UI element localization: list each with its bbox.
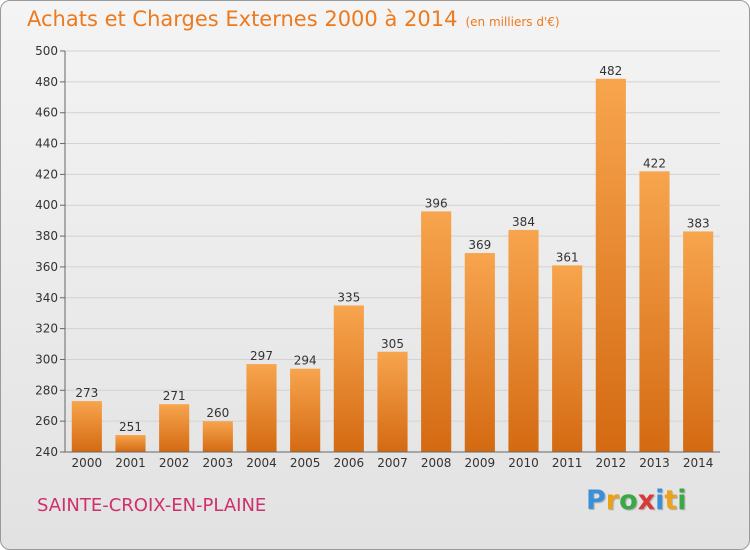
y-tick-label-320: 320 (35, 322, 58, 336)
data-label-2013: 422 (643, 156, 666, 170)
bar-2013 (639, 171, 670, 453)
chart-title: Achats et Charges Externes 2000 à 2014 (e… (27, 7, 560, 31)
y-tick-label-360: 360 (35, 260, 58, 274)
data-label-2000: 273 (75, 386, 98, 400)
chart-unit: (en milliers d'€) (465, 15, 560, 29)
data-label-2006: 335 (337, 290, 360, 304)
data-label-2009: 369 (468, 238, 491, 252)
bars: 273 251 271 260 297 294 335 305 396 369 384 361 482 4… (71, 64, 714, 453)
x-tick-label-2003: 2003 (203, 456, 234, 470)
y-tick-label-420: 420 (35, 167, 58, 181)
x-tick-label-2012: 2012 (596, 456, 627, 470)
logo-letter: r (605, 485, 620, 516)
bar-2008 (421, 211, 452, 452)
logo-letter: o (619, 485, 638, 516)
x-tick-label-2008: 2008 (421, 456, 452, 470)
bar-2010 (508, 229, 539, 452)
bar-2011 (552, 265, 583, 452)
data-label-2007: 305 (381, 337, 404, 351)
data-label-2010: 384 (512, 215, 535, 229)
bar-2009 (464, 253, 495, 452)
bar-2004 (246, 364, 277, 452)
logo-letter: i (655, 485, 665, 516)
data-label-2014: 383 (687, 216, 710, 230)
y-tick-label-440: 440 (35, 137, 58, 151)
x-tick-label-2001: 2001 (115, 456, 146, 470)
x-tick-label-2011: 2011 (552, 456, 583, 470)
x-tick-label-2014: 2014 (683, 456, 714, 470)
x-tick-label-2004: 2004 (246, 456, 277, 470)
y-tick-label-380: 380 (35, 229, 58, 243)
x-axis: 2000 2001 2002 2003 2004 2005 2006 2007 2008 2009… (65, 451, 720, 470)
bar-2007 (377, 351, 408, 452)
x-tick-label-2005: 2005 (290, 456, 321, 470)
x-tick-label-2000: 2000 (72, 456, 103, 470)
bar-2006 (333, 305, 364, 452)
x-tick-label-2007: 2007 (377, 456, 408, 470)
data-label-2005: 294 (294, 354, 317, 368)
y-tick-label-500: 500 (35, 44, 58, 58)
y-tick-label-480: 480 (35, 75, 58, 89)
y-tick-label-280: 280 (35, 383, 58, 397)
logo-letter: i (677, 485, 687, 516)
data-label-2004: 297 (250, 349, 273, 363)
chart-title-text: Achats et Charges Externes 2000 à 2014 (27, 7, 458, 31)
city-name: SAINTE-CROIX-EN-PLAINE (37, 495, 267, 516)
x-tick-label-2009: 2009 (465, 456, 496, 470)
bar-2002 (159, 404, 190, 452)
bar-2005 (290, 368, 321, 452)
data-label-2011: 361 (556, 250, 579, 264)
data-label-2003: 260 (206, 406, 229, 420)
y-tick-label-460: 460 (35, 106, 58, 120)
x-tick-label-2010: 2010 (508, 456, 539, 470)
y-tick-label-340: 340 (35, 291, 58, 305)
logo-letter: x (637, 485, 656, 516)
y-tick-label-260: 260 (35, 414, 58, 428)
data-label-2002: 271 (163, 389, 186, 403)
x-tick-label-2013: 2013 (639, 456, 670, 470)
logo-letter: t (664, 485, 678, 516)
bar-2014 (683, 231, 714, 452)
y-tick-label-400: 400 (35, 198, 58, 212)
bar-2000 (71, 401, 102, 452)
x-tick-label-2002: 2002 (159, 456, 190, 470)
proxiti-logo[interactable]: Proxiti (586, 485, 687, 516)
bar-2001 (115, 435, 146, 452)
y-axis: 240 260 280 300 320 340 360 380 400 420 440 460 480 5… (35, 44, 66, 459)
logo-letter: P (586, 485, 606, 516)
data-label-2012: 482 (599, 64, 622, 78)
bar-2003 (202, 421, 233, 452)
y-tick-label-240: 240 (35, 445, 58, 459)
data-label-2008: 396 (425, 196, 448, 210)
y-tick-label-300: 300 (35, 352, 58, 366)
bar-2012 (595, 78, 626, 452)
data-label-2001: 251 (119, 420, 142, 434)
x-tick-label-2006: 2006 (334, 456, 365, 470)
